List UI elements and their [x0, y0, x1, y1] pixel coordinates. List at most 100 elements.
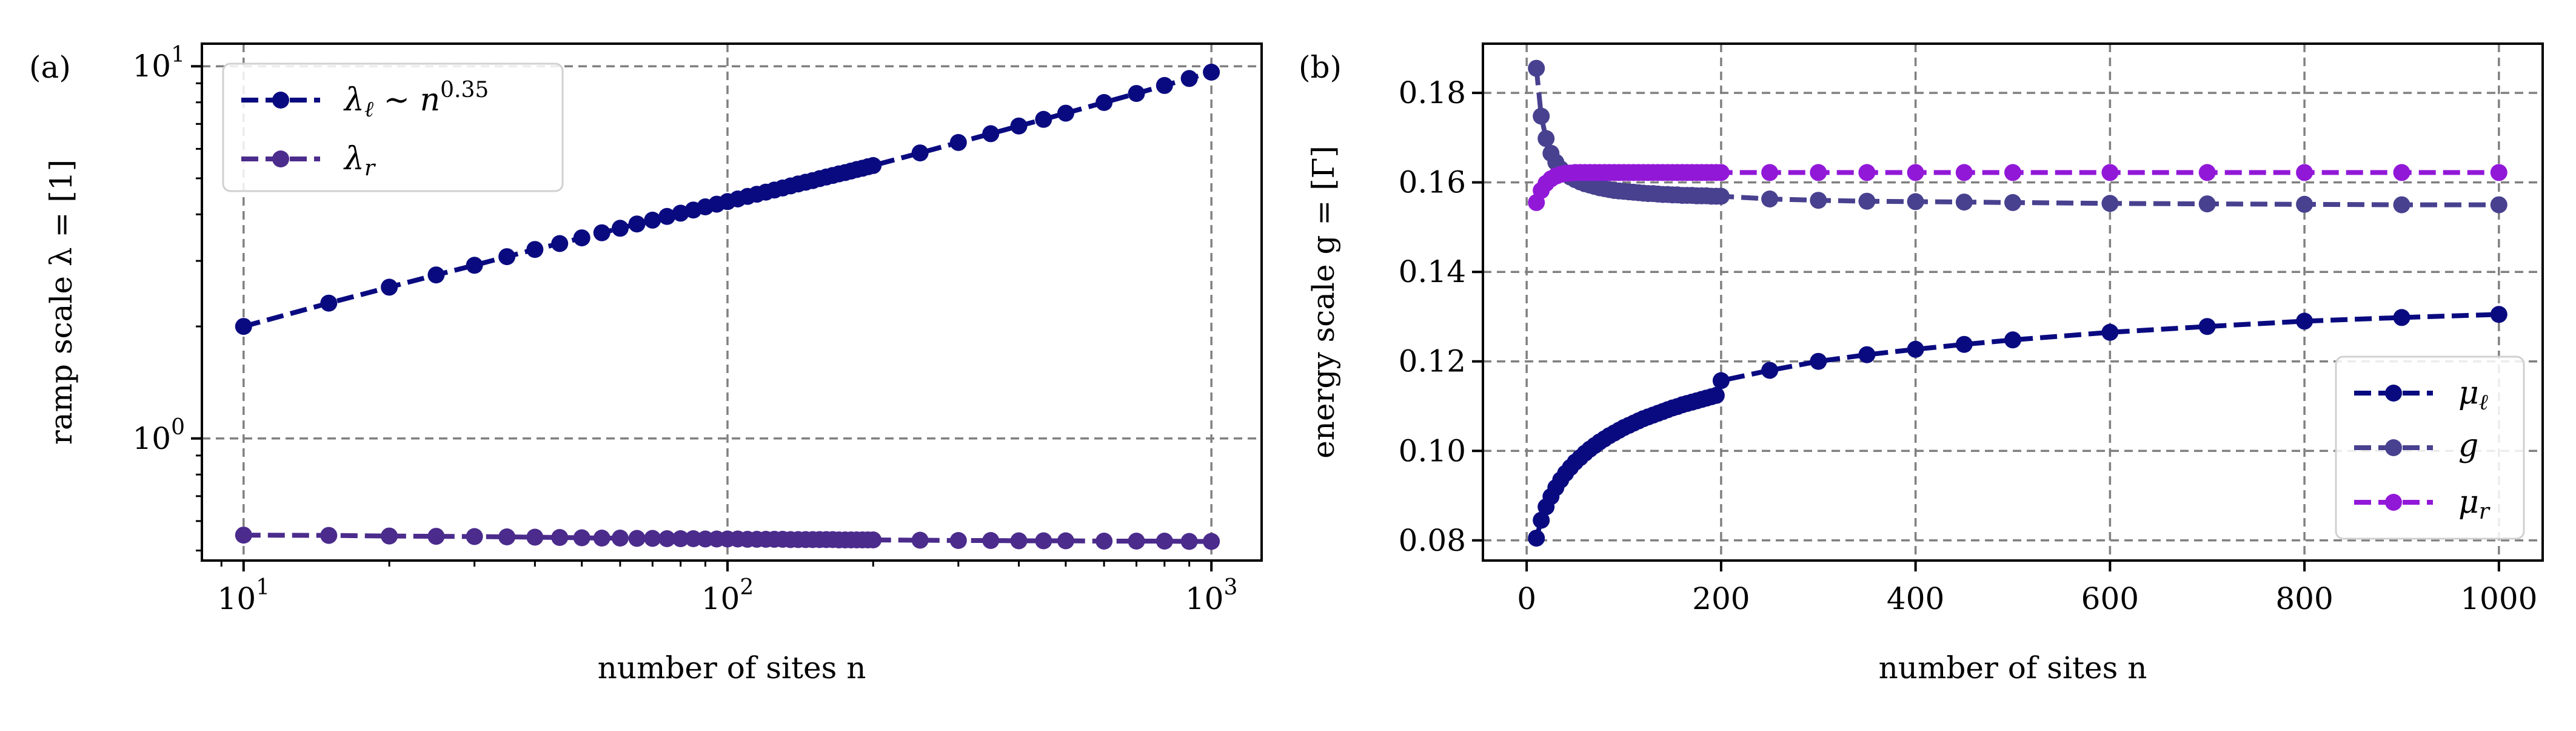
- data-point: [1533, 511, 1550, 529]
- data-point: [644, 530, 661, 547]
- data-point: [381, 527, 398, 545]
- panel-b-ylabel-text: energy scale g = [Γ]: [1306, 146, 1341, 459]
- data-point: [1955, 164, 1973, 181]
- x-tick-label: 200: [1692, 581, 1750, 616]
- panel-b-frame: [1482, 42, 2544, 562]
- panel-a-series: [235, 64, 1220, 550]
- data-point: [235, 527, 252, 544]
- x-tick-label: 102: [701, 575, 754, 616]
- x-tick-base: 10: [218, 581, 256, 616]
- data-point: [593, 530, 611, 547]
- y-tick-exp: 0: [171, 415, 185, 440]
- data-point: [1035, 110, 1052, 128]
- y-tick-base: 10: [132, 421, 171, 456]
- data-point: [684, 530, 702, 547]
- x-tick-label: 103: [1185, 575, 1238, 616]
- data-point: [1057, 104, 1074, 122]
- panel-a-label: (a): [29, 50, 71, 85]
- y-tick-base: 10: [132, 49, 171, 84]
- data-point: [1528, 530, 1545, 547]
- data-point: [466, 257, 483, 274]
- legend-b-text-2-sub: r: [2479, 499, 2491, 524]
- data-point: [2296, 195, 2313, 213]
- data-point: [1858, 192, 1876, 210]
- data-point: [1810, 192, 1827, 209]
- data-point: [2004, 331, 2021, 349]
- legend-b-text-1: g: [2458, 428, 2478, 464]
- x-tick-label: 0: [1517, 581, 1536, 616]
- data-point: [611, 530, 629, 547]
- y-tick-label: 0.14: [1399, 254, 1466, 289]
- data-point: [2296, 164, 2313, 181]
- data-point: [1203, 533, 1220, 550]
- x-tick-base: 10: [1185, 581, 1224, 616]
- legend-a-text-1: λr: [343, 141, 376, 181]
- data-point: [1955, 194, 1973, 211]
- data-point: [1707, 386, 1725, 404]
- panel-a-xlabel: number of sites n: [598, 650, 866, 686]
- series-2: [1528, 164, 2507, 211]
- panel-a-legend-box: [222, 62, 564, 192]
- x-tick-label: 400: [1887, 581, 1944, 616]
- series-0: [1528, 306, 2507, 547]
- series-1: [235, 527, 1220, 550]
- data-point: [672, 530, 689, 547]
- data-point: [551, 529, 569, 546]
- legend-a-marker-1: [272, 150, 289, 167]
- panel-b-legend: μℓ g μr: [2335, 355, 2525, 540]
- panel-a-legend: λℓ ∼ n0.35 λr: [222, 62, 564, 192]
- data-point: [1010, 532, 1028, 550]
- data-point: [911, 144, 929, 162]
- y-tick-label: 0.16: [1399, 165, 1466, 200]
- data-point: [1096, 533, 1113, 550]
- x-tick-base: 10: [701, 581, 740, 616]
- data-point: [644, 211, 661, 229]
- legend-b-marker-0: [2385, 385, 2402, 402]
- data-point: [2198, 164, 2216, 181]
- data-point: [381, 278, 398, 296]
- x-tick-exp: 1: [256, 575, 270, 600]
- x-tick-exp: 2: [740, 575, 754, 600]
- data-point: [1761, 164, 1779, 181]
- data-point: [865, 531, 882, 548]
- data-point: [573, 529, 590, 547]
- data-point: [1810, 352, 1827, 370]
- panel-b-series: [1528, 59, 2507, 547]
- data-point: [1537, 130, 1555, 147]
- data-point: [1156, 533, 1173, 550]
- data-point: [1810, 164, 1827, 181]
- data-point: [2393, 196, 2410, 214]
- data-point: [1180, 70, 1198, 87]
- data-point: [2490, 306, 2507, 323]
- series-0: [235, 64, 1220, 335]
- data-point: [2101, 164, 2119, 181]
- data-point: [2101, 195, 2119, 212]
- data-point: [1128, 533, 1145, 550]
- panel-a-ylabel: ramp scale λ = [1]: [44, 160, 79, 445]
- data-point: [2296, 312, 2313, 330]
- panel-b-ticks: 0 200 400 600 800 1000 0.08 0.10 0.12 0.14 0.16 0.1…: [1399, 75, 2538, 616]
- legend-b-text-2-main: μ: [2458, 484, 2479, 520]
- panel-b: (b) 0 200 400 600 800 1000 0.08 0.10 0.12 0.14 0.1…: [1299, 42, 2544, 686]
- data-point: [320, 294, 338, 312]
- legend-b-text-1-main: g: [2458, 428, 2478, 464]
- data-point: [658, 530, 676, 547]
- y-tick-label: 101: [132, 42, 185, 84]
- y-tick-exp: 1: [171, 42, 185, 67]
- legend-b-marker-1: [2385, 439, 2402, 456]
- x-tick-label: 101: [218, 575, 270, 616]
- data-point: [1528, 59, 1545, 77]
- data-point: [2004, 194, 2021, 211]
- data-point: [466, 528, 483, 545]
- legend-b-marker-2: [2385, 494, 2402, 511]
- legend-a-text-0-main: λ: [343, 82, 364, 118]
- data-point: [1533, 107, 1550, 125]
- data-point: [949, 532, 967, 549]
- data-point: [628, 215, 646, 233]
- data-point: [526, 528, 544, 546]
- data-point: [1858, 164, 1876, 181]
- panel-b-xlabel-text: number of sites n: [1879, 650, 2147, 686]
- legend-a-text-0-sup: 0.35: [440, 78, 489, 103]
